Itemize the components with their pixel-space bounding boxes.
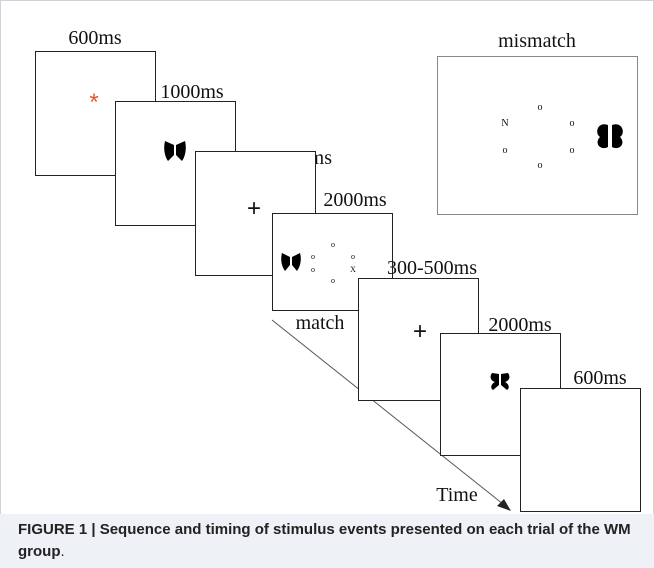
time-arrow bbox=[271, 319, 509, 509]
letter: o bbox=[538, 102, 543, 113]
diagram: mismatch o N o o o o 600ms * 1000ms 600-… bbox=[0, 0, 654, 514]
butterfly-icon bbox=[164, 141, 186, 161]
butterfly-icon bbox=[597, 124, 623, 149]
letter: o bbox=[570, 118, 575, 129]
timing-label: 600ms bbox=[573, 367, 627, 389]
mismatch-label: mismatch bbox=[498, 30, 576, 52]
letter: o bbox=[351, 252, 355, 261]
letter: o bbox=[538, 160, 543, 171]
caption-text: FIGURE 1 | Sequence and timing of stimul… bbox=[18, 521, 631, 560]
caption: FIGURE 1 | Sequence and timing of stimul… bbox=[0, 514, 654, 568]
butterfly-icon bbox=[490, 373, 510, 390]
letter: o bbox=[331, 240, 335, 249]
fixation-cross: + bbox=[247, 195, 261, 222]
match-label: match bbox=[296, 312, 345, 334]
letter: o bbox=[570, 145, 575, 156]
caption-end: . bbox=[60, 543, 65, 560]
timing-label: 1000ms bbox=[160, 81, 224, 103]
butterfly-icon bbox=[281, 253, 301, 271]
fixation-cross: + bbox=[413, 318, 427, 345]
letter: o bbox=[331, 276, 335, 285]
timing-label: 2000ms bbox=[488, 314, 552, 336]
fixation-asterisk: * bbox=[89, 89, 98, 116]
letter: X bbox=[350, 265, 356, 274]
arrow-head bbox=[497, 499, 511, 511]
letter: o bbox=[311, 265, 315, 274]
frame bbox=[520, 388, 641, 512]
timing-label: 300-500ms bbox=[387, 257, 477, 279]
time-label: Time bbox=[436, 484, 478, 506]
letter: N bbox=[501, 118, 508, 129]
timing-label: 600ms bbox=[68, 27, 122, 49]
letter: o bbox=[503, 145, 508, 156]
timing-label: 2000ms bbox=[323, 189, 387, 211]
letter: o bbox=[311, 252, 315, 261]
